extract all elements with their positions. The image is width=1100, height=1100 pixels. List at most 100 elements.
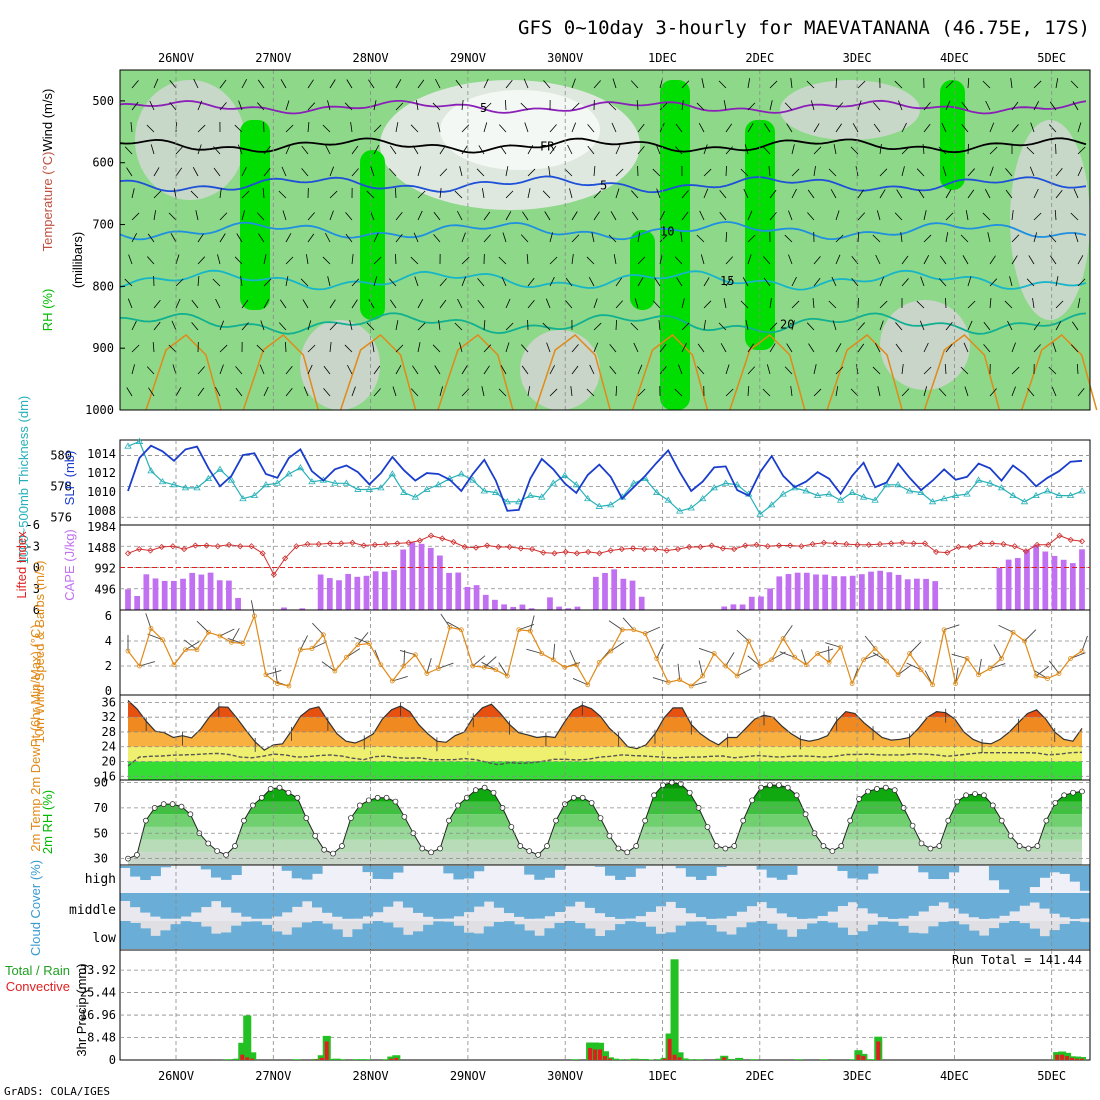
wind-barb — [857, 322, 865, 331]
wind-speed-point — [596, 659, 602, 665]
wind-speed-point — [838, 644, 844, 650]
thickness-point — [963, 490, 971, 497]
wind-barb — [872, 366, 881, 375]
wind-barb — [812, 298, 815, 309]
cloud-high-cell — [786, 866, 798, 875]
precip-total-bar — [600, 1051, 610, 1060]
wind-barb — [900, 232, 903, 243]
wind-barb — [131, 101, 139, 111]
cloud-mid-cell — [291, 893, 303, 907]
wind-speed-point — [458, 627, 464, 633]
lifted-index-point — [865, 541, 872, 548]
cloud-low-cell — [958, 924, 970, 949]
thickness-point — [124, 442, 132, 449]
wind-barb — [652, 677, 669, 683]
wind-barb — [219, 320, 225, 331]
top-date-label: 5DEC — [1037, 51, 1066, 65]
cloud-low-cell — [402, 934, 414, 949]
wind-barb — [769, 189, 777, 199]
thickness-point — [285, 470, 293, 477]
cloud-mid-cell — [453, 893, 465, 917]
rh-point — [588, 799, 595, 806]
wind-barb — [285, 387, 293, 397]
wind-barb — [923, 342, 929, 353]
precip-total-bar — [735, 1057, 744, 1060]
wind-barb — [1011, 255, 1018, 265]
wind-barb — [942, 166, 947, 177]
wind-barb — [307, 102, 316, 111]
thickness-point — [607, 501, 615, 508]
wind-barb — [897, 664, 912, 676]
cloud-mid-cell — [1079, 893, 1091, 919]
ylabel-part: SLP (mb) — [62, 451, 77, 506]
wind-barb — [960, 366, 969, 375]
thickness-point — [687, 504, 695, 511]
wind-barb — [417, 342, 421, 353]
wind-barb — [615, 144, 621, 155]
lifted-index-point — [360, 542, 367, 549]
wind-speed-point — [217, 633, 223, 639]
wind-barb — [681, 211, 689, 221]
wind-barb — [964, 386, 969, 397]
wind-barb — [257, 102, 265, 111]
wind-barb — [417, 299, 424, 309]
wind-barb — [527, 300, 535, 309]
wind-barb — [872, 652, 887, 662]
cloud-low-cell — [1029, 928, 1040, 949]
cloud-mid-cell — [988, 893, 1000, 919]
wind-barb — [571, 122, 577, 133]
thickness-point — [653, 488, 661, 495]
wind-barb — [1074, 232, 1079, 243]
wind-barb — [718, 80, 727, 89]
wind-barb — [740, 168, 749, 177]
cloud-mid-cell — [594, 893, 606, 914]
thickness-point — [928, 498, 937, 505]
wind-barb — [373, 100, 377, 111]
wind-barb — [502, 232, 507, 243]
cloud-mid-cell — [473, 893, 485, 907]
wind-barb — [394, 253, 397, 265]
y-tick-label: 6 — [33, 603, 40, 617]
wind-speed-point — [1022, 638, 1027, 644]
thickness-point — [733, 481, 741, 488]
wind-barb — [426, 658, 432, 674]
thickness-point — [204, 474, 213, 482]
rh-point — [214, 848, 221, 854]
cape-bar — [730, 604, 737, 610]
wind-barb — [808, 343, 815, 353]
lifted-index-point — [147, 547, 154, 554]
precip-total-bar — [571, 1059, 580, 1060]
cape-bar — [868, 571, 874, 610]
wind-barb — [300, 635, 309, 650]
cloud-low-cell — [1049, 930, 1061, 949]
cloud-mid-cell — [160, 893, 172, 919]
panel-ylabel: Cloud Cover (%) — [28, 860, 43, 956]
wind-barb — [1055, 78, 1059, 89]
cloud-low-cell — [554, 922, 566, 949]
cloud-mid-cell — [140, 893, 151, 913]
cape-bar — [1042, 551, 1049, 610]
wind-barb — [544, 211, 551, 221]
cape-bar — [299, 608, 306, 610]
rh-moist-area — [660, 80, 690, 410]
rh-point — [945, 817, 952, 824]
lifted-index-point — [1067, 536, 1074, 543]
wind-barb — [170, 233, 177, 243]
wind-barb — [366, 322, 375, 331]
wind-barb — [325, 144, 331, 155]
lifted-index-point — [719, 545, 726, 552]
wind-barb — [197, 144, 202, 155]
cloud-mid-cell — [382, 893, 394, 907]
wind-barb — [791, 188, 797, 199]
cape-bar — [134, 596, 141, 610]
wind-barb — [522, 211, 529, 221]
rh-point — [526, 848, 533, 854]
wind-barb — [131, 232, 138, 243]
cloud-low-cell — [695, 921, 707, 949]
rh-point — [1061, 792, 1068, 799]
wind-barb — [1070, 344, 1079, 353]
cloud-low-cell — [665, 932, 677, 949]
wind-barb — [263, 278, 272, 287]
wind-barb — [703, 300, 712, 309]
cloud-low-cell — [766, 923, 778, 949]
